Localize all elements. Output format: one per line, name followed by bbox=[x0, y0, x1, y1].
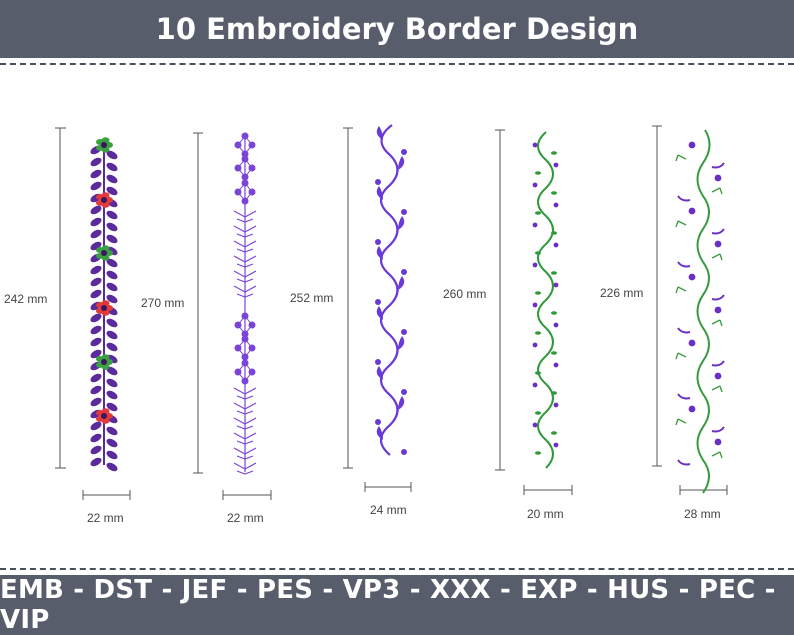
page-title-banner: 10 Embroidery Border Design bbox=[0, 0, 794, 58]
dimension-lines bbox=[55, 125, 728, 500]
bottom-dashed-divider bbox=[0, 568, 794, 570]
design-1-height-label: 242 mm bbox=[4, 292, 48, 306]
design-3-width-label: 24 mm bbox=[370, 503, 407, 517]
design-4-wavy-vine-border bbox=[532, 131, 559, 469]
design-5-thistle-border bbox=[675, 129, 725, 494]
page-title: 10 Embroidery Border Design bbox=[155, 12, 639, 46]
design-2-lavender-border bbox=[233, 132, 257, 475]
design-3-vine-border bbox=[375, 124, 407, 456]
design-1-width-label: 22 mm bbox=[87, 511, 124, 525]
design-4-height-label: 260 mm bbox=[443, 287, 487, 301]
file-formats-list: EMB - DST - JEF - PES - VP3 - XXX - EXP … bbox=[0, 575, 776, 635]
design-1-leaf-border bbox=[90, 137, 118, 472]
design-4-width-label: 20 mm bbox=[527, 507, 564, 521]
design-2-height-label: 270 mm bbox=[141, 296, 185, 310]
formats-banner: EMB - DST - JEF - PES - VP3 - XXX - EXP … bbox=[0, 575, 794, 635]
design-5-height-label: 226 mm bbox=[600, 286, 644, 300]
design-3-height-label: 252 mm bbox=[290, 291, 334, 305]
top-dashed-divider bbox=[0, 63, 794, 65]
design-2-width-label: 22 mm bbox=[227, 511, 264, 525]
design-5-width-label: 28 mm bbox=[684, 507, 721, 521]
